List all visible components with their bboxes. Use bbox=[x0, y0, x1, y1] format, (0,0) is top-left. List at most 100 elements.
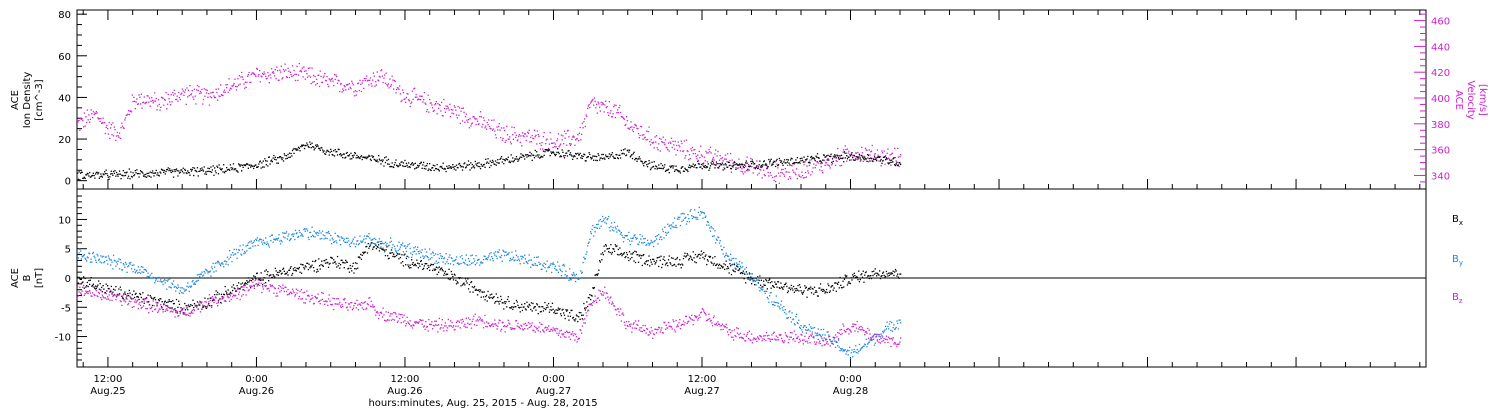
by-point bbox=[747, 278, 749, 280]
density-point bbox=[756, 165, 758, 167]
velocity-point bbox=[560, 134, 563, 136]
by-point bbox=[172, 283, 174, 285]
bx-point bbox=[178, 300, 180, 302]
bx-point bbox=[852, 274, 854, 276]
density-point bbox=[628, 149, 631, 151]
bx-point bbox=[642, 254, 644, 257]
velocity-point bbox=[190, 93, 193, 95]
velocity-point bbox=[641, 134, 643, 136]
by-point bbox=[792, 318, 795, 320]
bx-point bbox=[432, 269, 434, 272]
density-point bbox=[752, 161, 754, 163]
bz-point bbox=[297, 298, 300, 300]
bx-point bbox=[503, 308, 505, 310]
density-point bbox=[778, 157, 780, 160]
velocity-point bbox=[838, 155, 840, 157]
bx-point bbox=[758, 279, 760, 282]
velocity-point bbox=[469, 118, 471, 120]
velocity-point bbox=[881, 150, 883, 152]
bx-point bbox=[528, 303, 530, 306]
by-point bbox=[640, 238, 642, 240]
density-point bbox=[578, 154, 580, 156]
by-point bbox=[366, 235, 369, 237]
by-point bbox=[670, 227, 672, 230]
density-point bbox=[880, 158, 882, 161]
by-point bbox=[713, 235, 715, 237]
bx-point bbox=[581, 318, 583, 320]
bx-point bbox=[614, 244, 616, 246]
by-point bbox=[250, 247, 252, 249]
velocity-point bbox=[210, 92, 212, 94]
by-point bbox=[259, 238, 261, 240]
velocity-point bbox=[85, 116, 87, 118]
by-point bbox=[660, 236, 662, 238]
velocity-point bbox=[570, 143, 572, 145]
velocity-point bbox=[900, 154, 902, 156]
by-point bbox=[473, 258, 475, 260]
by-point bbox=[244, 252, 246, 254]
by-point bbox=[863, 345, 865, 347]
by-point bbox=[513, 260, 515, 262]
density-point bbox=[466, 164, 468, 166]
by-point bbox=[840, 348, 842, 350]
by-point bbox=[274, 238, 276, 240]
bz-point bbox=[142, 305, 145, 307]
velocity-point bbox=[197, 89, 199, 92]
by-point bbox=[602, 220, 604, 222]
bx-point bbox=[831, 285, 834, 287]
density-point bbox=[766, 164, 768, 166]
density-point bbox=[705, 167, 707, 169]
bx-point bbox=[878, 274, 880, 276]
velocity-point bbox=[752, 172, 754, 174]
bz-point bbox=[80, 293, 82, 295]
bx-point bbox=[583, 302, 585, 305]
density-point bbox=[673, 170, 676, 173]
bx-point bbox=[347, 268, 349, 270]
velocity-point bbox=[892, 161, 894, 163]
velocity-point bbox=[432, 110, 434, 112]
bx-point bbox=[154, 299, 157, 301]
bx-point bbox=[327, 261, 329, 264]
top-ylabel-line3: [cm^-3] bbox=[34, 79, 45, 120]
density-point bbox=[208, 167, 211, 170]
bx-point bbox=[848, 281, 850, 283]
velocity-point bbox=[330, 80, 332, 82]
density-point bbox=[279, 156, 281, 158]
velocity-point bbox=[711, 160, 713, 162]
by-point bbox=[674, 226, 676, 228]
bx-point bbox=[449, 278, 451, 281]
by-point bbox=[590, 231, 592, 233]
bx-point bbox=[245, 283, 247, 285]
velocity-point bbox=[247, 75, 249, 77]
velocity-point bbox=[464, 121, 466, 123]
bz-point bbox=[186, 313, 188, 316]
bz-point bbox=[262, 288, 264, 290]
velocity-point bbox=[417, 99, 419, 101]
velocity-point bbox=[609, 112, 611, 114]
density-point bbox=[290, 152, 292, 155]
bx-point bbox=[506, 298, 509, 301]
velocity-point bbox=[633, 126, 635, 129]
bx-point bbox=[503, 301, 506, 303]
density-point bbox=[106, 173, 108, 175]
density-point bbox=[569, 152, 572, 154]
bx-point bbox=[281, 272, 283, 274]
bz-point bbox=[285, 286, 287, 288]
density-point bbox=[510, 154, 512, 156]
bx-point bbox=[333, 261, 336, 263]
velocity-point bbox=[798, 175, 801, 177]
bz-point bbox=[246, 286, 248, 289]
by-point bbox=[780, 304, 782, 306]
density-point bbox=[531, 159, 533, 161]
bx-point bbox=[514, 306, 516, 308]
by-point bbox=[251, 242, 253, 244]
bx-point bbox=[819, 287, 821, 289]
density-point bbox=[718, 165, 721, 167]
by-point bbox=[763, 290, 765, 292]
by-point bbox=[649, 242, 652, 244]
density-point bbox=[689, 167, 691, 169]
density-point bbox=[732, 166, 734, 168]
by-point bbox=[671, 226, 673, 228]
density-point bbox=[895, 163, 897, 165]
by-point bbox=[827, 331, 829, 333]
